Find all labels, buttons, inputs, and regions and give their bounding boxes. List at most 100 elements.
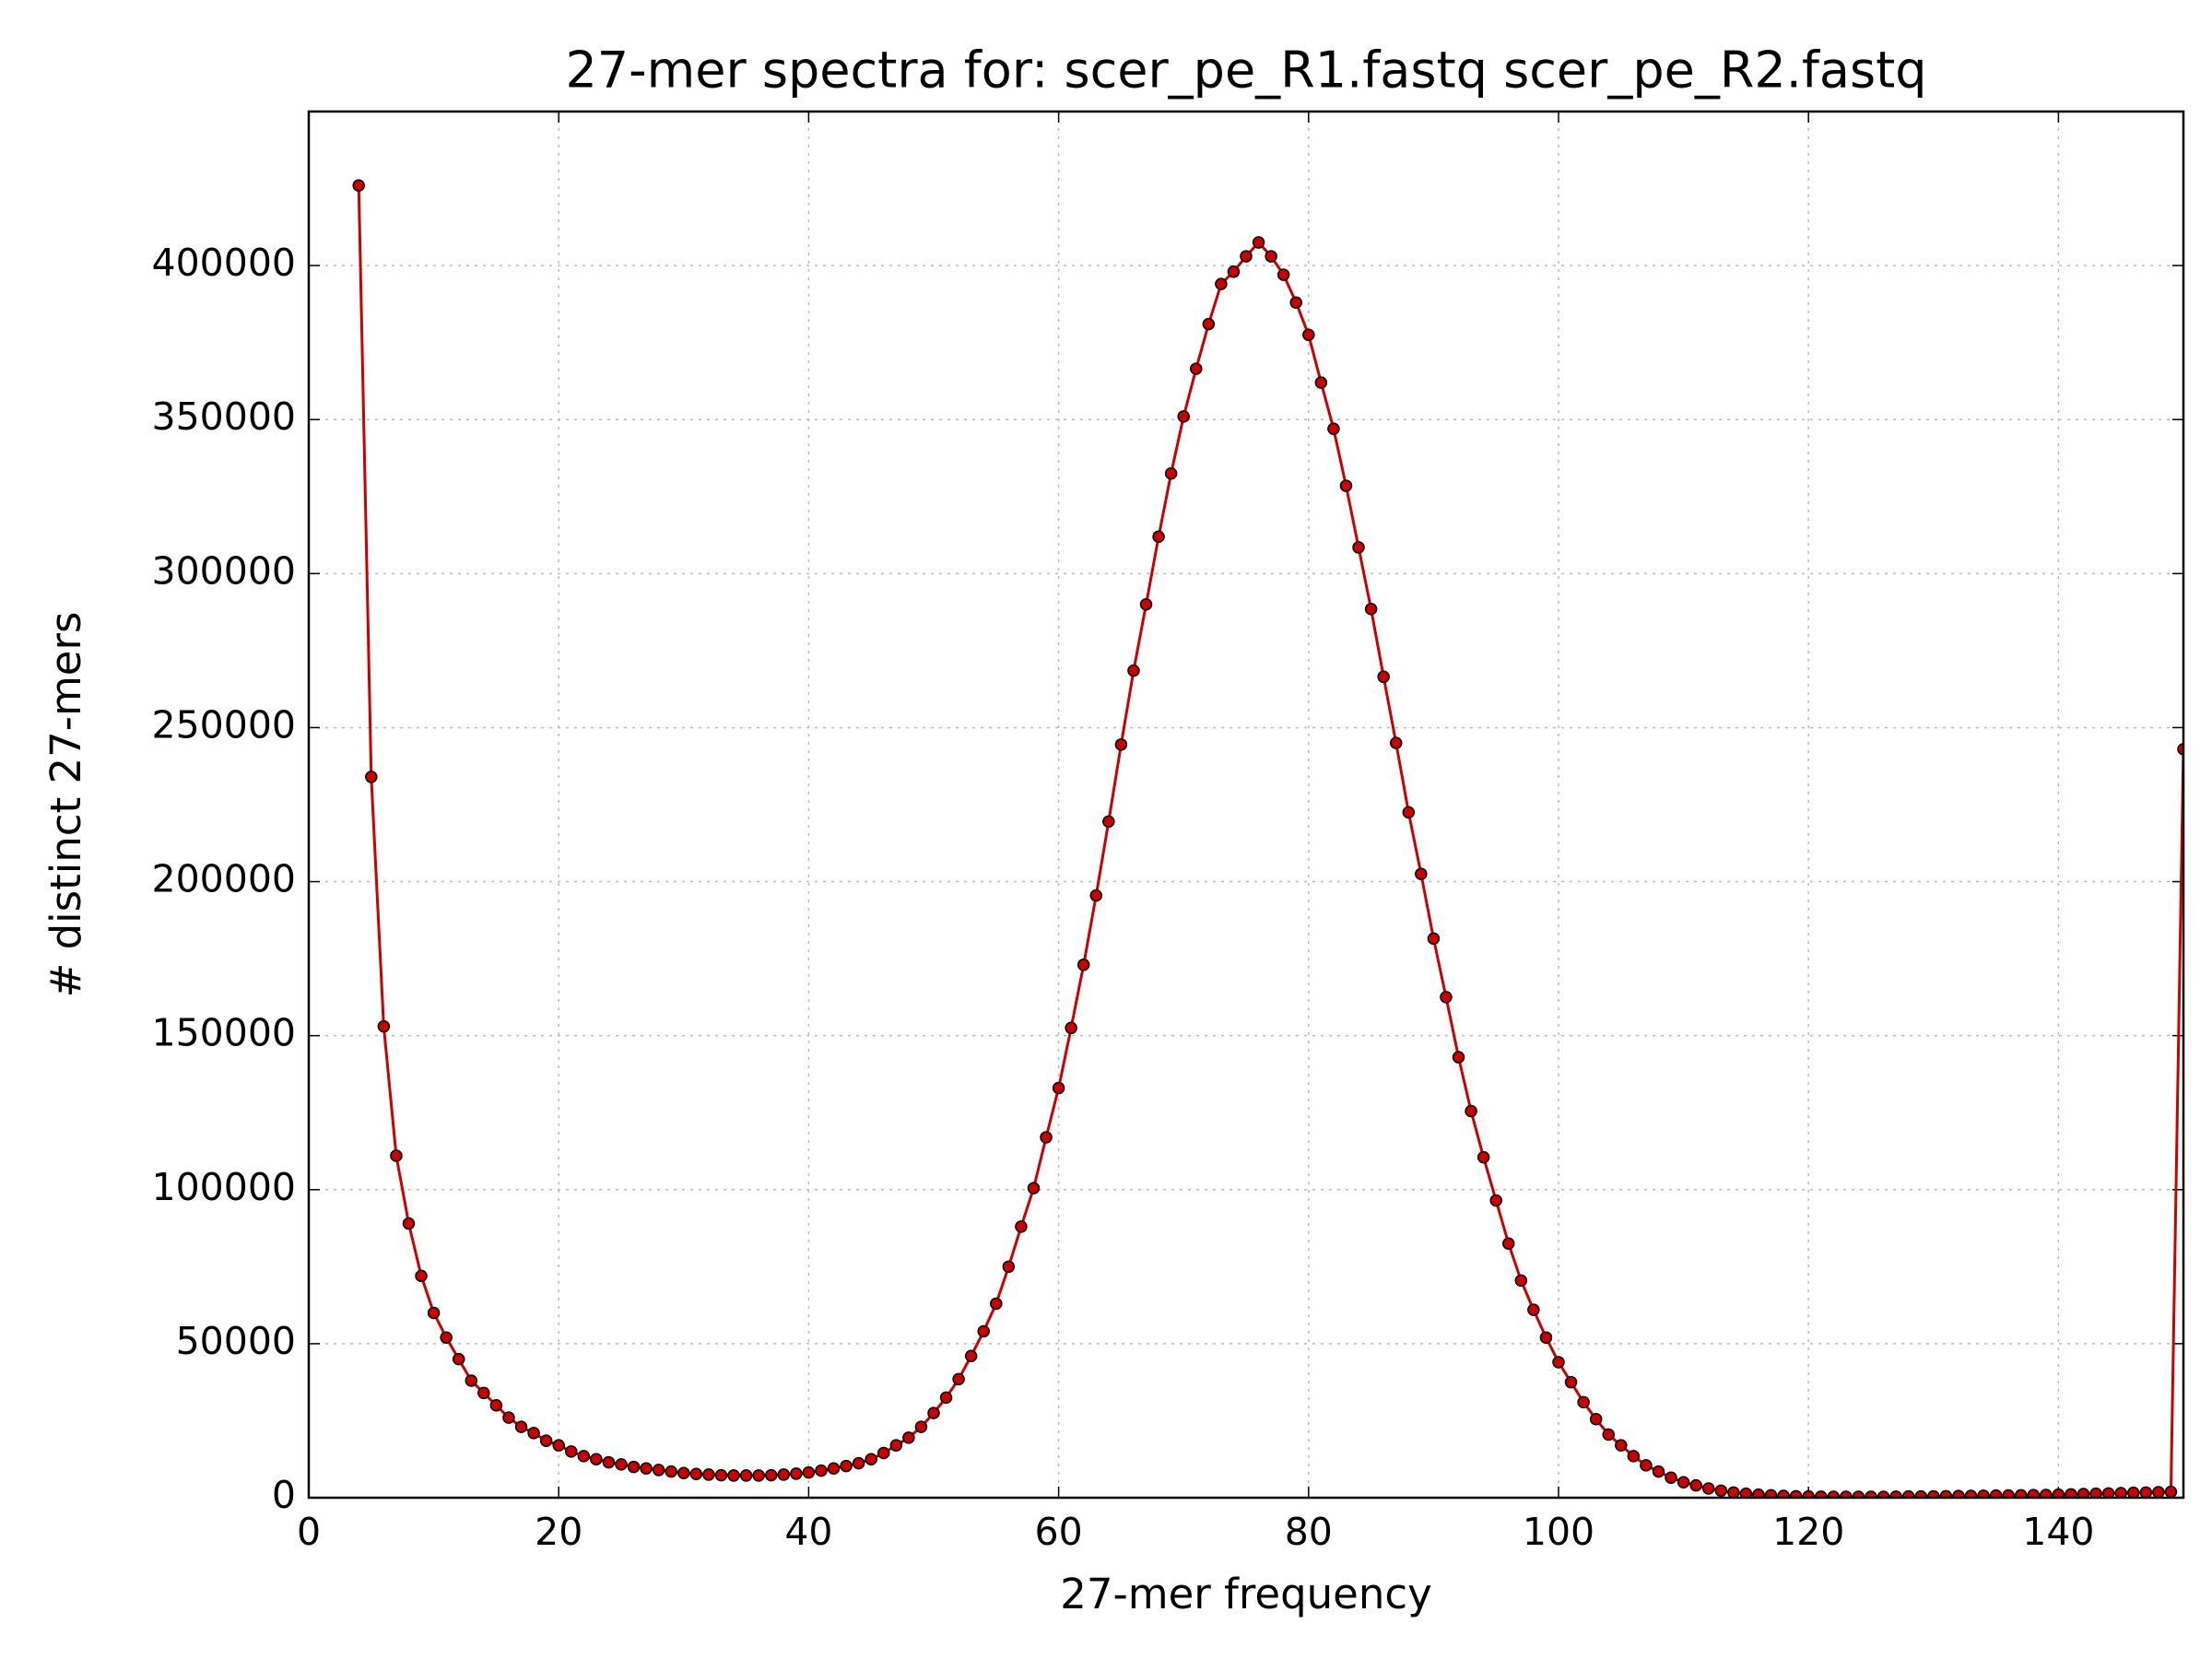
data-point (1640, 1459, 1653, 1472)
data-point (1477, 1150, 1490, 1164)
data-point (1065, 1021, 1077, 1035)
data-point (1277, 268, 1290, 281)
data-point (365, 771, 378, 783)
data-point (1102, 815, 1115, 829)
data-point (1027, 1182, 1041, 1194)
data-point (777, 1468, 791, 1481)
data-point (1139, 598, 1153, 611)
data-point (977, 1324, 990, 1338)
x-axis-label: 27-mer frequency (1060, 1570, 1432, 1618)
data-point (590, 1453, 603, 1465)
data-point (1302, 328, 1315, 342)
data-point (1952, 1489, 1965, 1498)
data-point (615, 1458, 628, 1471)
data-point (727, 1469, 740, 1482)
data-point (377, 1019, 391, 1033)
data-point (1089, 888, 1103, 902)
data-point (352, 179, 365, 192)
data-point (1615, 1439, 1628, 1452)
data-point (2014, 1488, 2028, 1498)
data-point (1927, 1489, 1940, 1498)
x-tick-label: 140 (2022, 1510, 2094, 1554)
data-point (1440, 991, 1453, 1004)
data-point (1777, 1489, 1790, 1498)
data-point (1677, 1476, 1690, 1489)
data-point (1339, 479, 1353, 492)
x-tick-label: 100 (1523, 1510, 1594, 1554)
data-point (1727, 1486, 1740, 1498)
data-point (1389, 736, 1403, 749)
data-point (2152, 1486, 2165, 1498)
data-point (739, 1469, 753, 1482)
y-axis-label: # distinct 27-mers (41, 612, 90, 998)
data-point (627, 1460, 641, 1474)
data-point (1164, 466, 1178, 480)
data-point (964, 1349, 978, 1363)
data-point (1377, 670, 1390, 684)
data-point (440, 1331, 453, 1344)
data-point (827, 1462, 841, 1475)
data-point (1589, 1413, 1603, 1426)
plot-frame (307, 110, 2185, 1500)
data-point (1402, 806, 1416, 819)
x-tick-label: 80 (1285, 1510, 1333, 1554)
data-point (2065, 1488, 2077, 1498)
y-tick-label: 300000 (151, 548, 296, 593)
data-point (877, 1446, 890, 1460)
data-point (1989, 1488, 2003, 1498)
x-tick-label: 120 (1772, 1510, 1844, 1554)
data-point (1489, 1194, 1502, 1207)
data-point (939, 1391, 953, 1405)
x-tick-label: 40 (784, 1510, 832, 1554)
data-point (1901, 1489, 1915, 1498)
data-point (1202, 317, 1216, 331)
data-point (1465, 1104, 1477, 1118)
data-point (1552, 1356, 1565, 1369)
data-point (889, 1439, 903, 1452)
data-point (1240, 250, 1253, 263)
data-point (952, 1372, 965, 1386)
data-point (1177, 410, 1190, 423)
y-tick-label: 50000 (176, 1319, 296, 1363)
data-point (465, 1374, 478, 1387)
data-point (689, 1467, 703, 1481)
data-point (1415, 867, 1428, 880)
data-point (1527, 1303, 1540, 1316)
data-point (452, 1352, 465, 1366)
data-point (1764, 1488, 1778, 1498)
data-point (1252, 236, 1265, 249)
data-point (415, 1269, 428, 1283)
data-point (552, 1439, 565, 1452)
data-point (577, 1450, 591, 1463)
data-point (1502, 1237, 1515, 1251)
data-point (1602, 1428, 1615, 1441)
data-point (1689, 1478, 1702, 1492)
data-point (390, 1149, 403, 1162)
data-point (1564, 1375, 1578, 1389)
data-point (677, 1466, 690, 1480)
data-point (1701, 1482, 1715, 1495)
data-point (1114, 738, 1128, 751)
data-point (427, 1306, 441, 1320)
data-point (1627, 1450, 1641, 1463)
data-point (1665, 1471, 1677, 1485)
x-tick-label: 60 (1035, 1510, 1083, 1554)
data-point (565, 1445, 578, 1458)
data-point (1327, 422, 1340, 435)
y-tick-label: 0 (272, 1473, 296, 1517)
data-point (1077, 959, 1090, 971)
data-point (1127, 664, 1140, 677)
y-tick-label: 100000 (151, 1165, 296, 1209)
data-point (802, 1465, 816, 1479)
y-tick-label: 250000 (151, 702, 296, 747)
data-point (702, 1468, 715, 1481)
data-point (714, 1468, 728, 1482)
data-point (2127, 1486, 2140, 1498)
chart-title: 27-mer spectra for: scer_pe_R1.fastq sce… (565, 41, 1926, 100)
plot-area (352, 179, 2183, 1498)
data-point (2101, 1487, 2115, 1498)
data-point (1939, 1489, 1953, 1498)
data-point (1789, 1489, 1803, 1498)
